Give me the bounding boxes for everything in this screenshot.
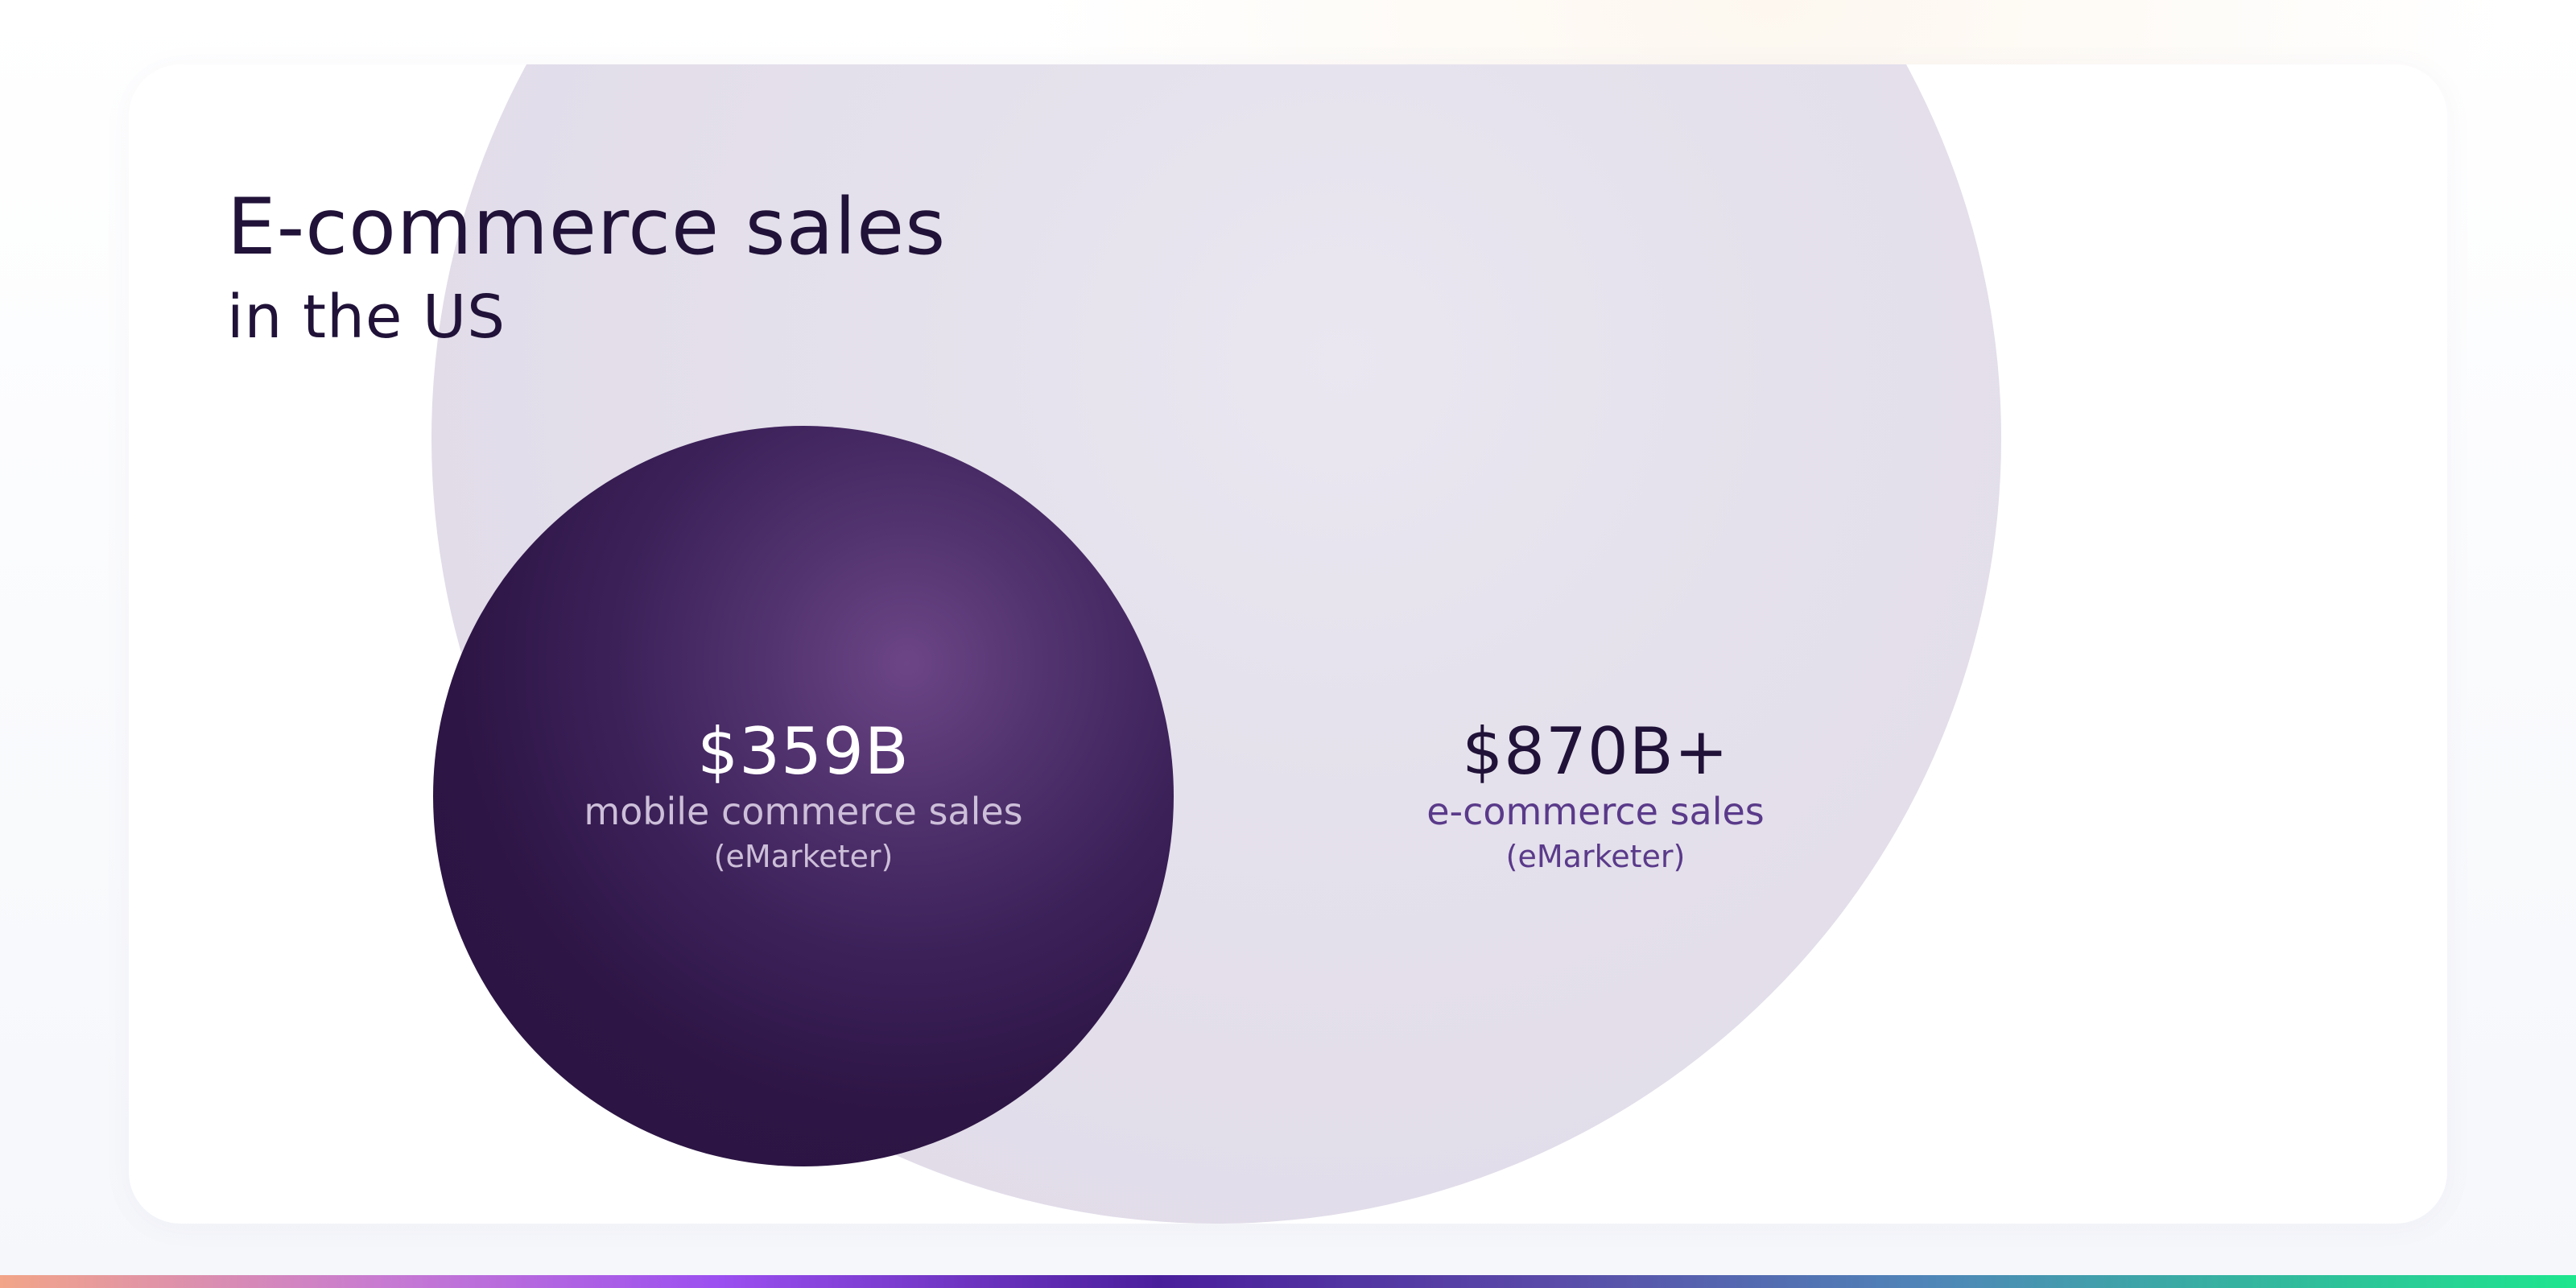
mobile-commerce-sales-circle [433, 426, 1174, 1166]
ecommerce-label: $870B+ e-commerce sales (eMarketer) [1233, 715, 1958, 878]
stat-card: E-commerce sales in the US $359B mobile … [129, 64, 2447, 1224]
ecommerce-value: $870B+ [1462, 714, 1729, 789]
page-title: E-commerce sales [227, 182, 947, 272]
brand-gradient-bar [0, 1275, 2576, 1288]
mobile-commerce-value: $359B [697, 714, 910, 789]
ecommerce-description: e-commerce sales [1426, 790, 1765, 833]
mobile-commerce-source: (eMarketer) [713, 838, 894, 874]
ecommerce-source: (eMarketer) [1505, 838, 1686, 874]
mobile-commerce-label: $359B mobile commerce sales (eMarketer) [441, 715, 1166, 878]
page-subtitle: in the US [227, 283, 506, 352]
mobile-commerce-description: mobile commerce sales [584, 790, 1023, 833]
